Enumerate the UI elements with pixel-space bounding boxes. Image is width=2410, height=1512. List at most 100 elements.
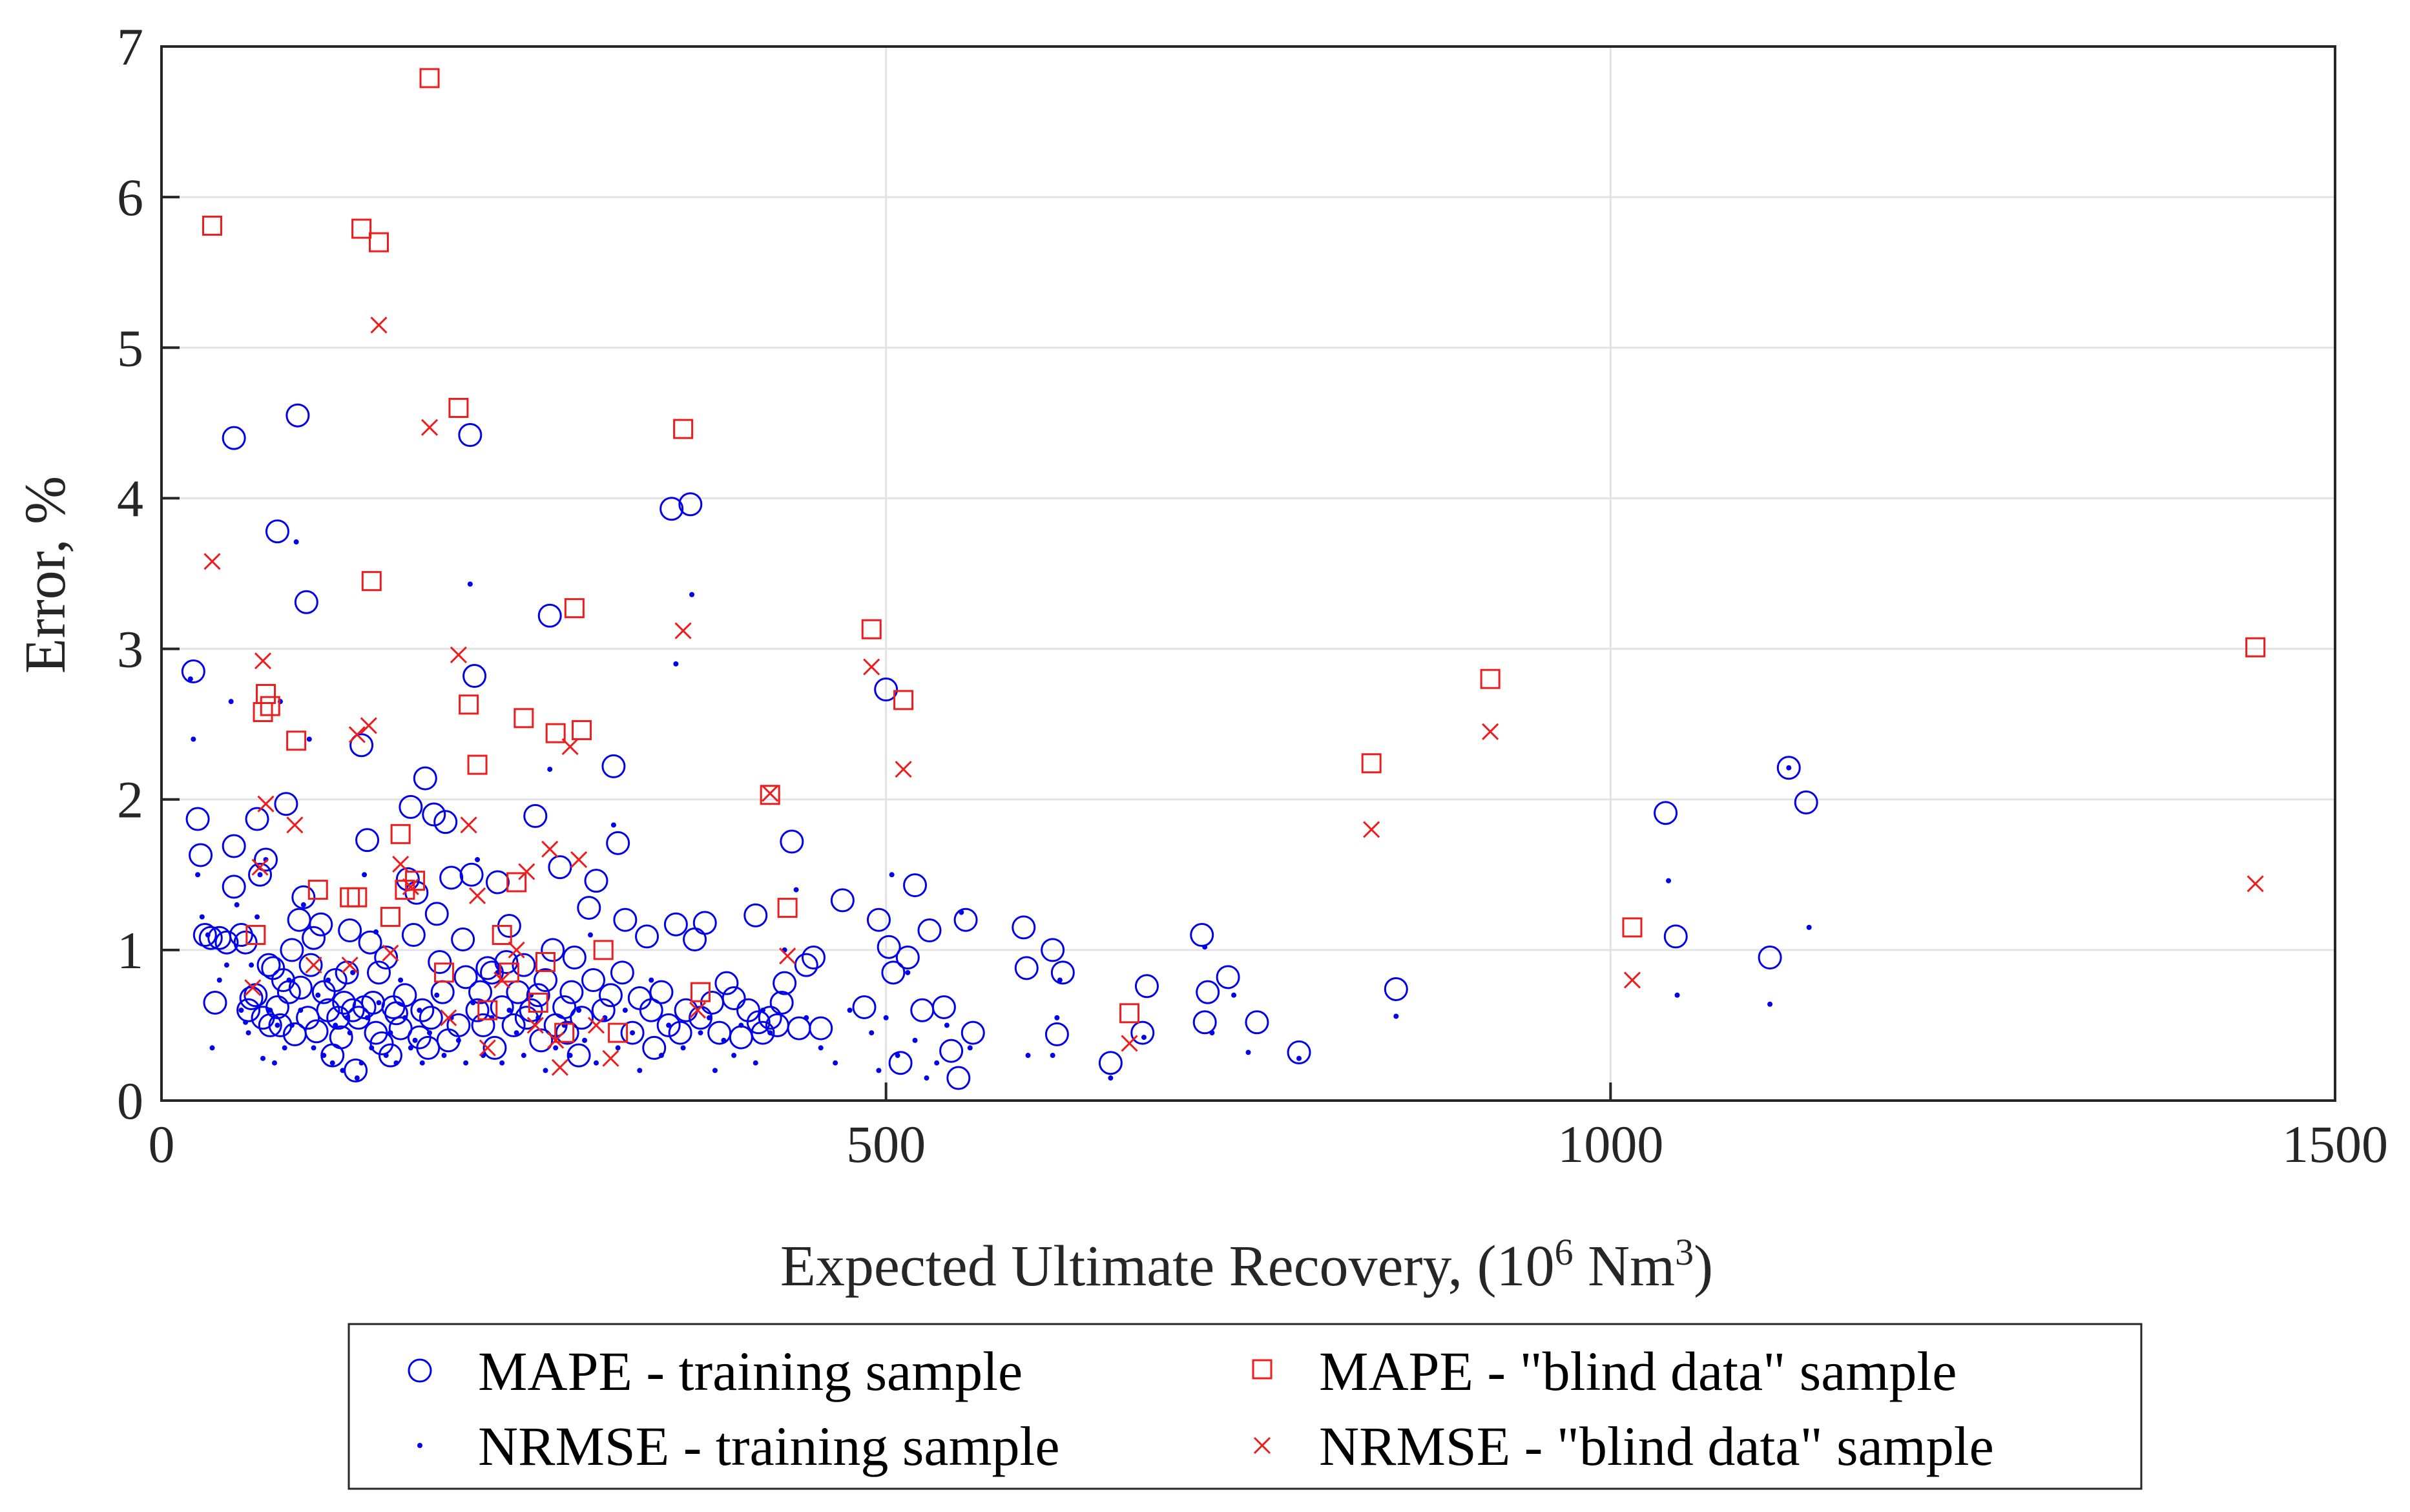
nrmse-training-point xyxy=(293,539,299,545)
nrmse-training-point xyxy=(282,1045,287,1051)
mape-training-point xyxy=(222,875,246,899)
mape-training-point xyxy=(329,1025,353,1050)
nrmse-training-point xyxy=(924,1075,930,1081)
mape-blind-point xyxy=(369,232,389,253)
mape-training-point xyxy=(1050,960,1075,985)
nrmse-training-point xyxy=(470,1000,476,1006)
nrmse-training-point xyxy=(347,1030,353,1036)
nrmse-training-point xyxy=(630,1030,636,1036)
nrmse-training-point xyxy=(1296,1055,1302,1061)
mape-blind-point xyxy=(347,887,368,907)
mape-training-point xyxy=(416,1035,441,1060)
x-tick-label: 500 xyxy=(846,1115,926,1174)
mape-blind-point xyxy=(545,723,566,743)
nrmse-blind-point xyxy=(518,863,535,880)
mape-training-point xyxy=(780,829,804,854)
mape-training-point xyxy=(903,873,928,898)
nrmse-training-point xyxy=(467,581,473,587)
nrmse-training-point xyxy=(698,1030,703,1036)
mape-training-point xyxy=(809,1016,833,1041)
mape-training-point xyxy=(591,998,616,1022)
mape-training-point xyxy=(245,807,269,831)
nrmse-blind-point xyxy=(392,855,410,873)
nrmse-blind-point xyxy=(689,1002,707,1019)
data-marks xyxy=(181,68,2266,1090)
mape-training-point xyxy=(852,995,877,1019)
nrmse-training-point xyxy=(289,1022,295,1028)
nrmse-blind-point xyxy=(305,957,322,974)
mape-training-point xyxy=(198,926,223,950)
mape-training-point xyxy=(743,903,768,927)
mape-blind-point xyxy=(1480,668,1501,689)
mape-training-point xyxy=(577,896,601,920)
mape-training-point xyxy=(1245,1010,1269,1035)
nrmse-training-point xyxy=(228,699,234,705)
nrmse-training-point xyxy=(311,1045,317,1051)
nrmse-training-point xyxy=(1674,992,1680,998)
x-axis-title-mid: Nm xyxy=(1574,1234,1676,1298)
mape-training-point xyxy=(606,831,630,855)
mape-training-point xyxy=(485,870,510,895)
mape-training-point xyxy=(552,995,577,1019)
mape-training-point xyxy=(265,519,289,544)
mape-training-point xyxy=(393,983,417,1008)
mape-blind-point xyxy=(256,684,276,705)
nrmse-training-point xyxy=(306,736,312,742)
nrmse-training-point xyxy=(271,1060,277,1066)
mape-training-point xyxy=(610,960,634,985)
mape-blind-point xyxy=(307,880,328,900)
mape-blind-point xyxy=(202,215,223,236)
nrmse-blind-point xyxy=(370,316,388,334)
legend-marker-nrmse-blind xyxy=(1253,1436,1271,1455)
mape-training-point xyxy=(1014,956,1039,980)
mape-blind-point xyxy=(514,708,534,729)
nrmse-training-point xyxy=(895,1053,900,1059)
mape-training-point xyxy=(1384,977,1408,1001)
nrmse-blind-point xyxy=(779,948,796,965)
nrmse-training-point xyxy=(1245,1050,1251,1055)
mape-training-point xyxy=(1041,938,1065,962)
mape-training-point xyxy=(446,1013,471,1037)
nrmse-training-point xyxy=(419,1060,425,1066)
nrmse-training-point xyxy=(199,914,205,920)
mape-training-point xyxy=(465,998,490,1022)
mape-training-point xyxy=(895,946,920,970)
mape-training-point xyxy=(1098,1051,1123,1075)
mape-blind-point xyxy=(419,68,440,88)
mape-training-point xyxy=(620,1020,645,1045)
mape-training-point xyxy=(192,923,217,948)
nrmse-training-point xyxy=(934,1060,940,1066)
mape-training-point xyxy=(598,983,623,1008)
mape-training-point xyxy=(302,926,326,950)
mape-training-point xyxy=(433,810,458,834)
nrmse-training-point xyxy=(267,1008,273,1013)
mape-training-point xyxy=(613,907,638,932)
nrmse-training-point xyxy=(706,1015,712,1020)
nrmse-training-point xyxy=(358,1060,364,1066)
nrmse-blind-point xyxy=(1623,971,1641,989)
nrmse-training-point xyxy=(567,1053,573,1059)
mape-training-point xyxy=(660,497,684,521)
mape-training-point xyxy=(537,603,562,628)
mape-training-point xyxy=(494,950,519,975)
mape-training-point xyxy=(453,965,478,989)
mape-training-point xyxy=(471,1013,495,1037)
nrmse-blind-point xyxy=(561,738,579,756)
nrmse-blind-point xyxy=(547,1031,565,1049)
nrmse-training-point xyxy=(333,1022,338,1028)
mape-blind-point xyxy=(380,907,400,927)
nrmse-training-point xyxy=(673,661,679,667)
nrmse-training-point xyxy=(362,872,368,878)
nrmse-training-point xyxy=(350,969,356,975)
nrmse-training-point xyxy=(847,1008,853,1013)
nrmse-training-point xyxy=(876,1068,882,1073)
y-axis-title: Error, % xyxy=(14,476,78,674)
x-tick-label: 0 xyxy=(149,1115,175,1174)
nrmse-training-point xyxy=(883,1015,889,1020)
y-tick-label: 4 xyxy=(117,469,143,528)
mape-blind-point xyxy=(554,1022,575,1043)
mape-blind-point xyxy=(1361,753,1382,774)
mape-blind-point xyxy=(459,694,479,715)
mape-training-point xyxy=(769,990,794,1015)
nrmse-blind-point xyxy=(1482,723,1499,740)
